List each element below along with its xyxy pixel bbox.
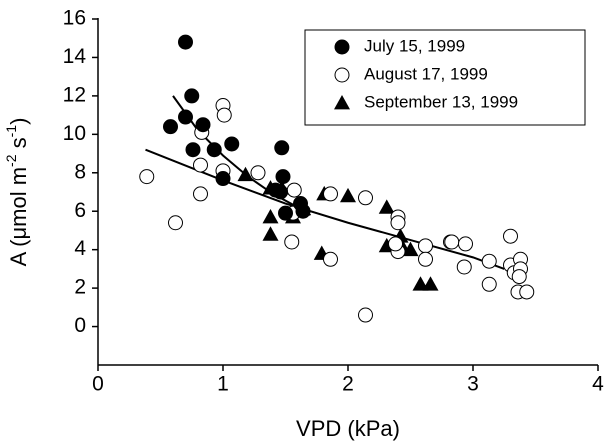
filled-circle-marker [278,205,293,221]
legend-label: August 17, 1999 [364,64,488,83]
triangle-marker [237,166,254,182]
filled-circle-marker [163,119,178,135]
open-circle-marker [390,215,406,231]
open-circle-marker [358,190,373,206]
open-circle-marker [388,236,403,252]
open-circle-marker [481,253,497,269]
y-label-part: A (μmol m [6,167,31,266]
filled-circle-marker [274,140,290,156]
x-tick-label: 3 [467,373,479,396]
filled-circle-marker [206,142,222,158]
filled-circle-marker [268,182,283,198]
open-circle-marker [139,169,155,185]
filled-circle-marker [275,169,291,185]
triangle-marker [378,199,395,214]
filled-circle-marker [185,142,201,158]
y-label-part: s [6,137,31,154]
y-tick-label: 6 [74,199,86,222]
filled-circle-marker [215,171,231,187]
open-circle-marker [286,182,302,198]
y-tick-label: 8 [74,160,86,183]
x-tick-label: 1 [217,373,229,396]
open-circle-marker [334,67,350,83]
triangle-marker [262,208,279,224]
legend-label: July 15, 1999 [364,36,465,55]
triangle-marker [334,95,350,110]
open-circle-marker [456,259,472,275]
open-circle-marker [503,228,518,244]
filled-circle-marker [184,88,200,104]
y-tick-label: 10 [63,122,86,145]
y-axis-label: A (μmol m-2 s-1) [3,118,31,267]
open-circle-marker [216,107,232,123]
legend-box [304,29,586,126]
y-tick-label: 2 [74,276,86,299]
open-circle-marker [358,307,373,323]
open-circle-marker [511,269,527,285]
triangle-marker [412,276,429,291]
filled-circle-marker [334,39,350,55]
open-circle-marker [323,251,338,267]
legend-label: September 13, 1999 [364,92,518,111]
open-circle-marker [481,276,497,292]
open-circle-marker [250,165,266,181]
y-label-sup: -1 [3,125,19,138]
y-tick-label: 14 [63,45,87,68]
open-circle-marker [168,215,183,231]
y-tick-label: 12 [63,83,86,106]
triangle-marker [340,187,356,203]
y-label-part: ) [6,118,31,125]
open-circle-marker [444,234,460,250]
y-tick-label: 16 [63,7,86,30]
filled-circle-marker [178,34,193,50]
open-circle-marker [458,236,473,252]
x-tick-label: 2 [342,373,354,396]
triangle-marker [262,226,279,241]
open-circle-marker [193,186,208,202]
filled-circle-marker [195,117,211,133]
x-axis-label: VPD (kPa) [296,416,400,441]
filled-circle-marker [295,203,311,219]
y-tick-label: 0 [74,314,86,337]
open-circle-marker [519,284,535,300]
open-circle-marker [284,234,300,250]
x-tick-label: 4 [592,373,604,396]
triangle-marker [402,241,419,257]
open-circle-marker [418,238,433,254]
open-circle-marker [323,186,338,202]
y-tick-label: 4 [74,237,86,260]
x-tick-label: 0 [92,373,104,396]
triangle-marker [422,276,439,291]
filled-circle-marker [224,136,240,152]
open-circle-marker [418,251,433,267]
open-circle-marker [193,157,208,173]
y-label-sup: -2 [3,154,19,167]
filled-circle-marker [178,109,193,125]
